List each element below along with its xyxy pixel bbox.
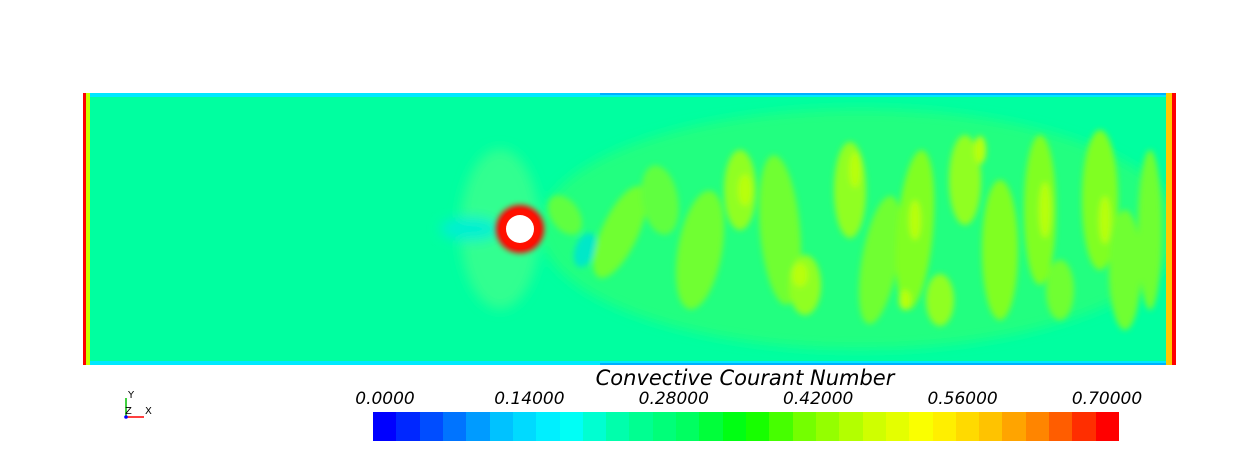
colorbar-band [909,412,933,441]
vortex-blob [982,180,1018,320]
colorbar-tick-label: 0.28000 [638,389,709,409]
colorbar-band [396,412,420,441]
colorbar-band [606,412,630,441]
vortex-blob [1046,260,1074,320]
vortex-blob [1109,210,1141,330]
colorbar-band [932,412,956,441]
colorbar-title: Convective Courant Number [595,366,895,390]
colorbar-band [1002,412,1026,441]
colorbar-band [955,412,980,441]
vortex-blob [759,155,801,305]
colorbar-band [769,412,793,441]
vortex-blob [593,186,647,278]
colorbar-band [746,412,770,441]
vortex-blob [949,135,981,225]
vortex-blob [926,274,954,326]
vortex-core [1039,182,1051,238]
colorbar-band [559,412,583,441]
colorbar-tick-label: 0.42000 [783,389,854,409]
colorbar-band [512,412,537,441]
colorbar-band [885,412,910,441]
colorbar-tick-label: 0.14000 [494,389,565,409]
upstream-stagnation [440,217,500,241]
vortex-core [738,174,752,206]
vortex-blob [547,195,583,235]
colorbar-band [652,412,677,441]
axis-label-z: Z [125,406,132,417]
cylinder-obstacle [506,215,534,243]
colorbar-band [442,412,467,441]
colorbar-band [536,412,560,441]
colorbar-band [676,412,700,441]
colorbar-tick-label: 0.0000 [355,389,415,409]
colorbar-band [1025,412,1050,441]
vortex-core [899,290,911,310]
colorbar-band [419,412,443,441]
axes-arrows [124,398,144,419]
orientation-axes-widget: Y Z X [118,390,158,422]
colorbar-band [979,412,1003,441]
bottom-wall-blue [600,363,1176,365]
colorbar-tick-label: 0.70000 [1071,389,1143,409]
inlet-boundary [83,93,86,365]
vortex-blob [1138,150,1162,310]
vortex-core [1099,196,1111,244]
top-wall-blue [600,93,1176,95]
colorbar [373,412,1119,441]
colorbar-band [582,412,607,441]
vortex-core [974,136,986,164]
colorbar-band [1095,412,1119,441]
outlet-boundary-glow [1166,93,1172,365]
colorbar-band [373,412,397,441]
colorbar-band [1072,412,1096,441]
colorbar-band [699,412,723,441]
vortex-blob [858,195,902,325]
colorbar-tick-label: 0.56000 [927,389,998,409]
colorbar-band [839,412,863,441]
z-axis-dot [124,415,128,419]
vortex-core [849,152,861,188]
vortex-core [909,200,921,240]
outlet-boundary [1172,93,1176,365]
vortex-blob [789,255,821,315]
colorbar-band [489,412,513,441]
vortex-blob [834,142,866,238]
axis-label-x: X [145,406,152,417]
vortex-blob [573,232,597,268]
axis-label-y: Y [128,390,135,401]
colorbar-band [815,412,840,441]
colorbar-band [862,412,886,441]
inlet-boundary-glow [86,93,90,365]
vortex-core [792,263,808,287]
colorbar-band [629,412,653,441]
colorbar-band [792,412,816,441]
vortex-blob [641,165,679,235]
colorbar-band [722,412,746,441]
vortex-blob [675,190,725,310]
colorbar-band [1049,412,1073,441]
colorbar-band [466,412,490,441]
